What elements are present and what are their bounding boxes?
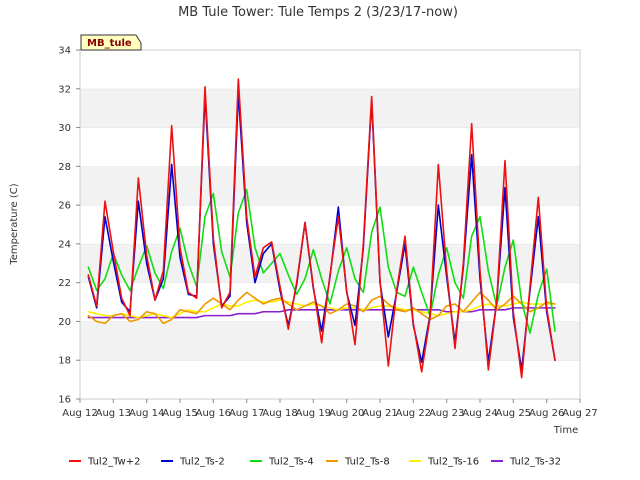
x-tick-label: Aug 18 [262, 408, 297, 419]
y-tick-label: 28 [58, 162, 71, 173]
x-tick-label: Aug 24 [462, 408, 497, 419]
legend: Tul2_Tw+2 Tul2_Ts-2 Tul2_Ts-4 Tul2_Ts-8 Tul2… [69, 457, 561, 468]
station-tag: MB_tule [80, 34, 142, 51]
grid-band [80, 166, 580, 206]
x-tick-label: Aug 21 [362, 408, 397, 419]
chart-title: MB Tule Tower: Tule Temps 2 (3/23/17-now… [178, 5, 458, 20]
grid-band [80, 127, 580, 167]
x-tick-label: Aug 20 [329, 408, 364, 419]
grid-band [80, 205, 580, 244]
grid-band [80, 50, 580, 89]
y-tick-label: 18 [58, 356, 71, 367]
grid-bands [80, 49, 580, 399]
x-axis-label: Time [553, 425, 578, 436]
y-tick-label: 16 [58, 395, 71, 406]
y-axis-label: Temperature (C) [9, 183, 20, 265]
station-tag-box [80, 34, 142, 51]
x-tick-label: Aug 26 [529, 408, 564, 419]
x-tick-label: Aug 13 [96, 408, 131, 419]
series-line-tul2-ts-2 [87, 91, 556, 371]
plot-frame [79, 49, 581, 400]
legend-label: Tul2_Ts-16 [427, 457, 479, 468]
legend-label: Tul2_Ts-4 [268, 457, 314, 468]
series-line-tul2-tw-2 [87, 78, 556, 379]
y-tick-label: 26 [58, 201, 71, 212]
x-tick-label: Aug 15 [162, 408, 197, 419]
grid-band [80, 88, 580, 128]
y-tick-label: 32 [58, 84, 71, 95]
y-axis-ticks: 16 18 20 22 24 26 28 30 32 34 [58, 46, 80, 406]
station-tag-label: MB_tule [87, 38, 132, 49]
y-tick-label: 20 [58, 317, 71, 328]
grid-band [80, 360, 580, 399]
x-tick-label: Aug 16 [196, 408, 231, 419]
series-line-tul2-ts-8 [87, 291, 556, 325]
legend-label: Tul2_Ts-8 [344, 457, 390, 468]
series-layer [87, 78, 556, 379]
y-tick-label: 34 [58, 46, 71, 57]
grid-band [80, 321, 580, 361]
legend-label: Tul2_Ts-2 [179, 457, 225, 468]
x-tick-label: Aug 12 [62, 408, 97, 419]
x-tick-label: Aug 17 [229, 408, 264, 419]
legend-label: Tul2_Tw+2 [87, 457, 140, 468]
y-tick-label: 30 [58, 123, 71, 134]
x-tick-label: Aug 25 [496, 408, 531, 419]
y-tick-label: 24 [58, 239, 71, 250]
x-tick-label: Aug 19 [296, 408, 331, 419]
legend-label: Tul2_Ts-32 [509, 457, 561, 468]
x-tick-label: Aug 14 [129, 408, 164, 419]
x-tick-label: Aug 23 [429, 408, 464, 419]
x-tick-label: Aug 27 [562, 408, 597, 419]
series-line-tul2-ts-32 [87, 307, 556, 319]
y-tick-label: 22 [58, 278, 71, 289]
x-tick-label: Aug 22 [396, 408, 431, 419]
